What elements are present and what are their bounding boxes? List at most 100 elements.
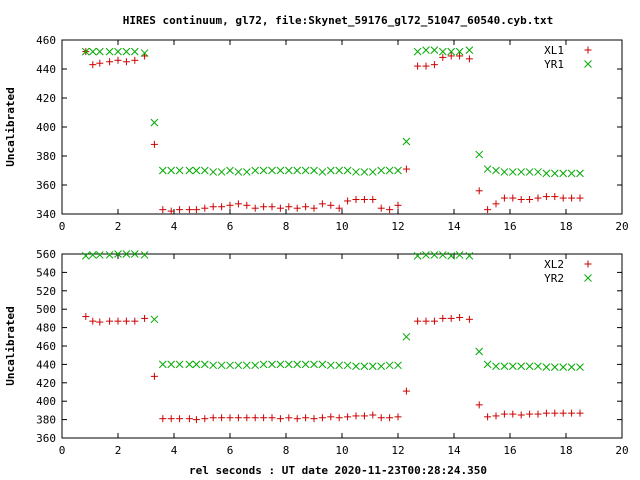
data-point: [559, 169, 568, 178]
data-point: [414, 317, 422, 325]
top-panel: 0 2 4 6 8 10 12 14 16 18 20 340 360 380 400 420 440 460 Un…: [4, 34, 629, 233]
data-point: [394, 361, 402, 370]
data-point: [360, 412, 368, 420]
data-point: [131, 56, 139, 64]
data-point: [310, 360, 318, 369]
data-point: [368, 362, 377, 371]
data-point: [484, 206, 492, 214]
data-point: [106, 317, 114, 325]
data-point: [551, 193, 559, 201]
data-point: [259, 360, 268, 369]
y-tick-label: 520: [36, 285, 56, 298]
y-tick-label: 340: [36, 208, 56, 221]
data-point: [217, 361, 226, 370]
data-point: [430, 317, 438, 325]
data-point: [509, 194, 517, 202]
data-point: [310, 415, 318, 423]
data-point: [106, 58, 114, 66]
data-point: [344, 197, 352, 205]
data-point: [176, 415, 184, 423]
data-point: [335, 361, 344, 370]
data-point: [260, 203, 268, 211]
data-point: [167, 360, 176, 369]
x-tick-label: 6: [227, 220, 234, 233]
legend-label: XL1: [544, 44, 564, 57]
data-point: [89, 61, 97, 69]
data-point: [576, 194, 584, 202]
x-tick-label: 14: [447, 220, 461, 233]
data-point: [251, 414, 259, 422]
x-tick-label: 4: [171, 220, 178, 233]
data-point: [386, 206, 394, 214]
data-point: [430, 46, 439, 55]
series-XL2: [82, 313, 584, 424]
data-point: [526, 196, 534, 203]
data-point: [242, 168, 251, 176]
data-point: [542, 193, 550, 201]
data-point: [175, 360, 184, 369]
data-point: [360, 196, 368, 203]
data-point: [293, 166, 302, 175]
chart-title: HIRES continuum, gl72, file:Skynet_59176…: [123, 14, 553, 27]
data-point: [268, 414, 276, 422]
data-point: [88, 47, 97, 56]
data-point: [201, 415, 209, 423]
data-point: [268, 203, 276, 211]
data-point: [402, 332, 411, 341]
data-point: [192, 360, 201, 369]
data-point: [150, 118, 159, 127]
y-tick-label: 360: [36, 179, 56, 192]
x-tick-label: 16: [503, 444, 516, 457]
x-tick-label: 0: [59, 444, 66, 457]
data-point: [402, 387, 410, 395]
data-point: [192, 166, 201, 175]
data-point: [483, 360, 492, 369]
plot-frame: [61, 39, 623, 215]
data-point: [414, 62, 422, 70]
data-point: [200, 166, 209, 175]
y-tick-label: 400: [36, 121, 56, 134]
data-point: [293, 360, 302, 369]
data-point: [114, 250, 122, 258]
y-tick-label: 380: [36, 150, 56, 163]
data-point: [251, 166, 260, 175]
data-point: [276, 415, 284, 423]
data-point: [377, 204, 385, 212]
legend-marker: [584, 60, 592, 68]
data-point: [284, 166, 293, 175]
data-point: [360, 362, 369, 371]
data-point: [385, 166, 394, 175]
data-point: [360, 168, 369, 176]
data-point: [483, 165, 492, 173]
y-tick-label: 560: [36, 248, 56, 261]
data-point: [276, 204, 284, 212]
data-point: [422, 62, 430, 70]
data-point: [369, 411, 377, 419]
x-tick-label: 20: [615, 444, 628, 457]
data-point: [226, 361, 234, 370]
data-point: [158, 166, 167, 175]
data-point: [150, 315, 159, 324]
legend-label: YR1: [544, 58, 564, 71]
data-point: [465, 251, 474, 260]
x-tick-label: 10: [335, 220, 348, 233]
x-tick-label: 20: [615, 220, 628, 233]
data-point: [131, 317, 139, 325]
data-point: [226, 414, 234, 422]
data-point: [534, 362, 542, 371]
plot-frame: [61, 253, 623, 439]
data-point: [508, 168, 517, 176]
x-tick-label: 12: [391, 444, 404, 457]
data-point: [517, 196, 525, 203]
data-point: [209, 414, 217, 422]
data-point: [500, 362, 509, 371]
data-point: [327, 201, 335, 209]
data-point: [122, 317, 130, 325]
data-point: [192, 206, 200, 214]
data-point: [576, 169, 584, 178]
data-point: [439, 314, 447, 322]
data-point: [276, 360, 285, 369]
data-point: [369, 196, 377, 203]
data-point: [422, 46, 430, 55]
